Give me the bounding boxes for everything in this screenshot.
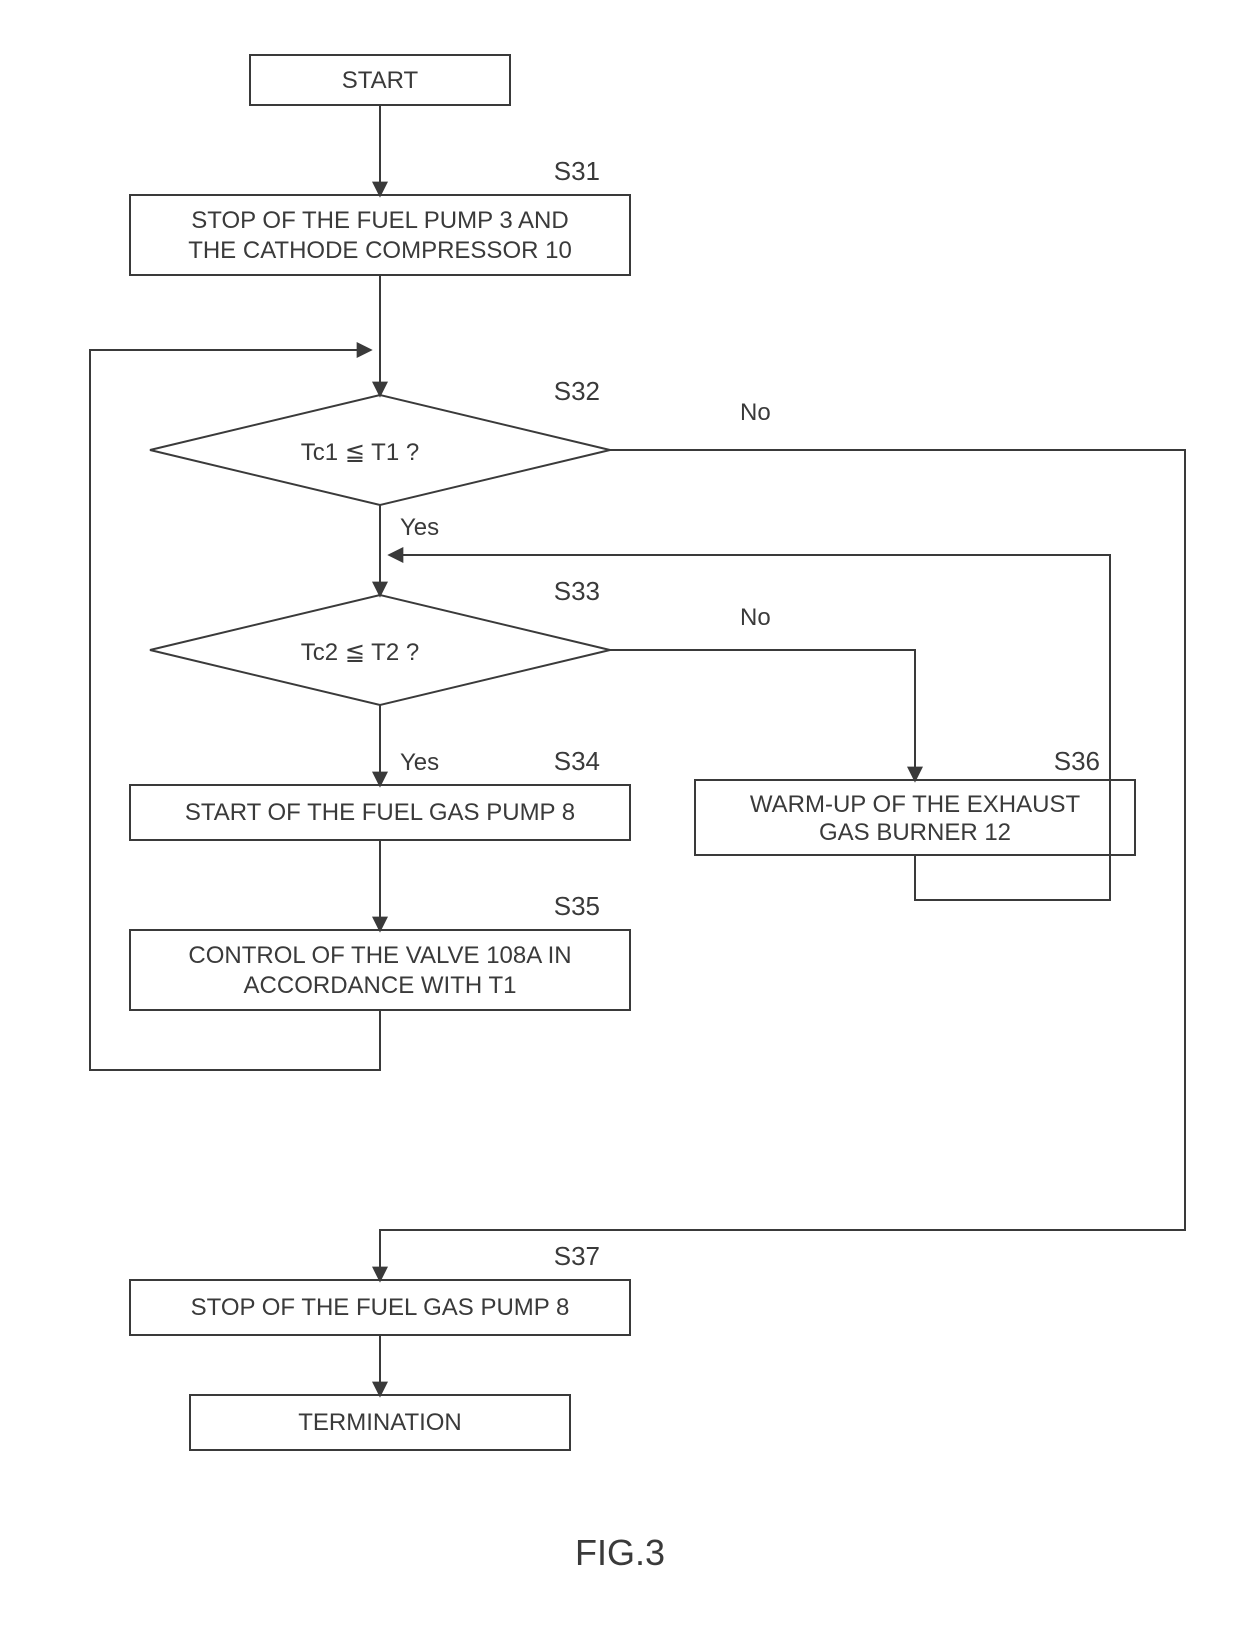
label-termination: TERMINATION bbox=[298, 1409, 462, 1436]
edge-label-s33-yes: Yes bbox=[400, 749, 439, 776]
label-s33: Tc2 ≦ T2 ? bbox=[301, 639, 419, 666]
flowchart-figure: START STOP OF THE FUEL PUMP 3 AND THE CA… bbox=[0, 0, 1240, 1650]
label-s35-line1: CONTROL OF THE VALVE 108A IN bbox=[188, 942, 571, 969]
edge-label-s32-yes: Yes bbox=[400, 514, 439, 541]
step-s32: S32 bbox=[554, 376, 600, 406]
label-s31-line1: STOP OF THE FUEL PUMP 3 AND bbox=[191, 207, 568, 234]
edge-s33-no-s36 bbox=[610, 650, 915, 780]
node-s32: Tc1 ≦ T1 ? S32 bbox=[150, 376, 610, 505]
label-s37: STOP OF THE FUEL GAS PUMP 8 bbox=[191, 1294, 570, 1321]
node-s33: Tc2 ≦ T2 ? S33 bbox=[150, 576, 610, 705]
node-termination: TERMINATION bbox=[190, 1395, 570, 1450]
step-s35: S35 bbox=[554, 891, 600, 921]
step-s31: S31 bbox=[554, 156, 600, 186]
label-s34: START OF THE FUEL GAS PUMP 8 bbox=[185, 799, 575, 826]
node-start: START bbox=[250, 55, 510, 105]
step-s36: S36 bbox=[1054, 746, 1100, 776]
figure-label: FIG.3 bbox=[575, 1532, 665, 1573]
step-s37: S37 bbox=[554, 1241, 600, 1271]
label-s32: Tc1 ≦ T1 ? bbox=[301, 439, 419, 466]
edge-label-s33-no: No bbox=[740, 604, 771, 631]
step-s33: S33 bbox=[554, 576, 600, 606]
label-s36-line2: GAS BURNER 12 bbox=[819, 819, 1011, 846]
label-start: START bbox=[342, 67, 419, 94]
edge-label-s32-no: No bbox=[740, 399, 771, 426]
step-s34: S34 bbox=[554, 746, 600, 776]
edge-s32-no-s37 bbox=[380, 450, 1185, 1280]
label-s35-line2: ACCORDANCE WITH T1 bbox=[244, 972, 517, 999]
label-s36-line1: WARM-UP OF THE EXHAUST bbox=[750, 791, 1081, 818]
label-s31-line2: THE CATHODE COMPRESSOR 10 bbox=[188, 237, 572, 264]
